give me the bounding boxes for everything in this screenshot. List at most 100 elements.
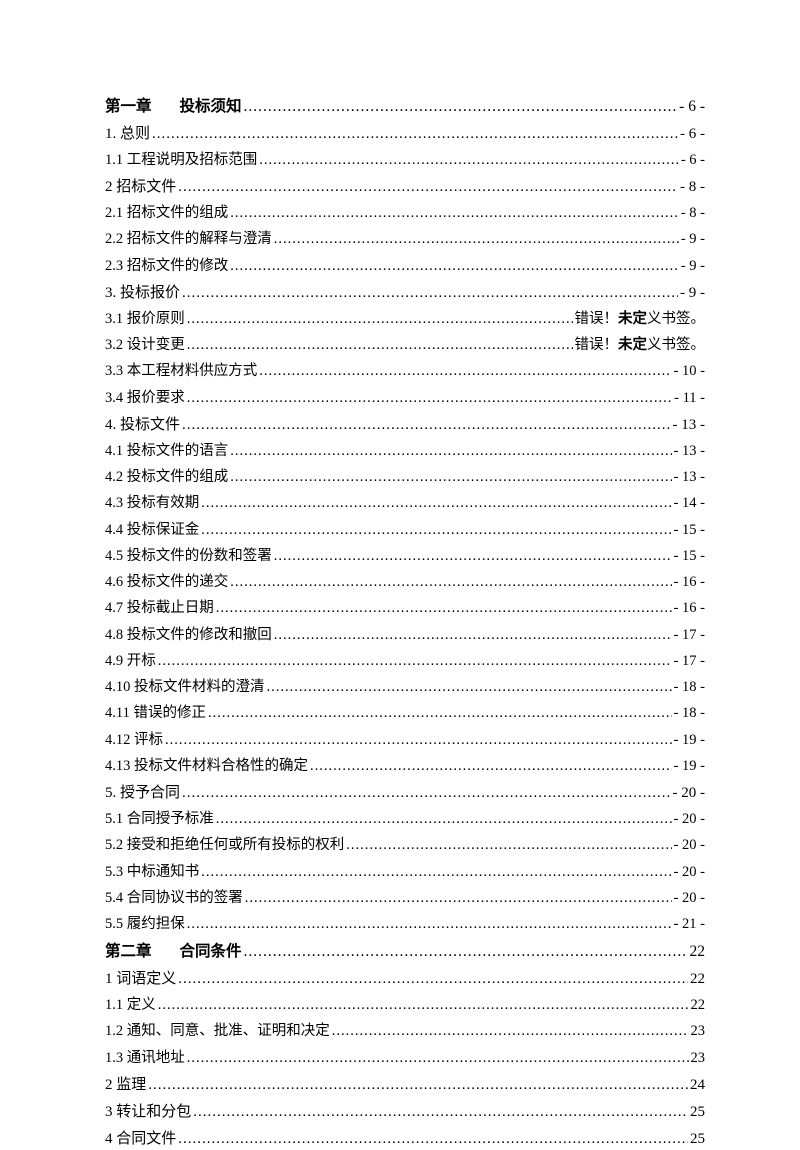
- toc-entry[interactable]: 4.3 投标有效期 ..............................…: [105, 493, 705, 515]
- toc-entry[interactable]: 4.11 错误的修正 .............................…: [105, 703, 705, 725]
- toc-page-number: - 8 -: [680, 176, 705, 199]
- toc-page-number: - 19 -: [674, 730, 705, 752]
- toc-entry[interactable]: 5.2 接受和拒绝任何或所有投标的权利 ....................…: [105, 835, 705, 857]
- toc-page-number: 22: [690, 940, 706, 963]
- toc-entry[interactable]: 3 转让和分包 ................................…: [105, 1101, 705, 1124]
- toc-entry[interactable]: 4.13 投标文件材料合格性的确定 ......................…: [105, 756, 705, 778]
- toc-entry[interactable]: 4.6 投标文件的递交 ............................…: [105, 572, 705, 594]
- toc-leader-dots: ........................................…: [201, 862, 671, 884]
- toc-leader-dots: ........................................…: [152, 123, 678, 146]
- toc-label: 3 转让和分包: [105, 1101, 191, 1124]
- toc-leader-dots: ........................................…: [244, 95, 678, 118]
- toc-page-number: - 6 -: [681, 150, 705, 172]
- toc-entry[interactable]: 2 招标文件 .................................…: [105, 176, 705, 199]
- toc-leader-dots: ........................................…: [230, 203, 679, 225]
- toc-label: 3.1 报价原则: [105, 309, 185, 331]
- toc-entry[interactable]: 2.2 招标文件的解释与澄清 .........................…: [105, 229, 705, 251]
- toc-entry[interactable]: 4.9 开标 .................................…: [105, 651, 705, 673]
- toc-label: 2.2 招标文件的解释与澄清: [105, 229, 272, 251]
- toc-entry[interactable]: 5.1 合同授予标准 .............................…: [105, 809, 705, 831]
- toc-label: 3. 投标报价: [105, 282, 180, 305]
- toc-leader-dots: ........................................…: [230, 441, 671, 463]
- toc-entry[interactable]: 2.1 招标文件的组成 ............................…: [105, 203, 705, 225]
- toc-entry[interactable]: 1.1 工程说明及招标范围 ..........................…: [105, 150, 705, 172]
- toc-page-number: 24: [690, 1074, 705, 1097]
- toc-entry[interactable]: 4.12 评标 ................................…: [105, 730, 705, 752]
- toc-entry[interactable]: 4.4 投标保证金 ..............................…: [105, 520, 705, 542]
- toc-entry[interactable]: 2 监理 ...................................…: [105, 1074, 705, 1097]
- toc-entry[interactable]: 3.4 报价要求 ...............................…: [105, 388, 705, 410]
- toc-leader-dots: ........................................…: [274, 229, 679, 251]
- toc-page-number: - 9 -: [680, 282, 705, 305]
- toc-leader-dots: ........................................…: [187, 1048, 689, 1070]
- toc-leader-dots: ........................................…: [182, 782, 670, 805]
- toc-page-number: - 14 -: [674, 493, 705, 515]
- toc-entry[interactable]: 4 合同文件 .................................…: [105, 1128, 705, 1150]
- toc-entry[interactable]: 1.2 通知、同意、批准、证明和决定 .....................…: [105, 1021, 705, 1043]
- toc-page-number: 22: [690, 968, 705, 991]
- toc-label: 2.1 招标文件的组成: [105, 203, 228, 225]
- toc-entry[interactable]: 5.4 合同协议书的签署 ...........................…: [105, 888, 705, 910]
- toc-leader-dots: ........................................…: [267, 677, 672, 699]
- toc-entry[interactable]: 3. 投标报价 ................................…: [105, 282, 705, 305]
- toc-entry[interactable]: 1.1 定义 .................................…: [105, 995, 705, 1017]
- toc-label: 1. 总则: [105, 123, 150, 146]
- toc-entry[interactable]: 1. 总则 ..................................…: [105, 123, 705, 146]
- toc-leader-dots: ........................................…: [193, 1101, 688, 1124]
- toc-entry[interactable]: 4.7 投标截止日期 .............................…: [105, 598, 705, 620]
- toc-entry[interactable]: 1 词语定义 .................................…: [105, 968, 705, 991]
- toc-entry[interactable]: 5.3 中标通知书 ..............................…: [105, 862, 705, 884]
- toc-leader-dots: ........................................…: [245, 888, 672, 910]
- toc-entry[interactable]: 4.2 投标文件的组成 ............................…: [105, 467, 705, 489]
- toc-entry[interactable]: 5. 授予合同 ................................…: [105, 782, 705, 805]
- toc-entry[interactable]: 2.3 招标文件的修改 ............................…: [105, 256, 705, 278]
- toc-leader-dots: ........................................…: [187, 335, 573, 357]
- toc-page-number: 错误！未定义书签。: [575, 335, 706, 357]
- toc-label: 1.1 定义: [105, 995, 156, 1017]
- toc-entry[interactable]: 5.5 履约担保 ...............................…: [105, 914, 705, 936]
- toc-label: 1.2 通知、同意、批准、证明和决定: [105, 1021, 330, 1043]
- toc-entry[interactable]: 4.10 投标文件材料的澄清 .........................…: [105, 677, 705, 699]
- toc-page-number: - 11 -: [674, 388, 705, 410]
- toc-leader-dots: ........................................…: [259, 150, 679, 172]
- toc-label: 3.3 本工程材料供应方式: [105, 361, 257, 383]
- toc-label: 5.4 合同协议书的签署: [105, 888, 243, 910]
- toc-label: 4.7 投标截止日期: [105, 598, 214, 620]
- toc-leader-dots: ........................................…: [230, 572, 671, 594]
- toc-page-number: - 18 -: [674, 703, 705, 725]
- toc-page-number: - 21 -: [674, 914, 705, 936]
- toc-entry[interactable]: 4. 投标文件 ................................…: [105, 414, 705, 437]
- toc-page-number: - 19 -: [674, 756, 705, 778]
- toc-page-number: - 9 -: [681, 256, 705, 278]
- toc-leader-dots: ........................................…: [178, 968, 688, 991]
- toc-entry[interactable]: 第二章合同条件 ................................…: [105, 940, 705, 963]
- toc-entry[interactable]: 3.2 设计变更 ...............................…: [105, 335, 705, 357]
- toc-page-number: 错误！未定义书签。: [575, 309, 706, 331]
- toc-label: 4.1 投标文件的语言: [105, 441, 228, 463]
- toc-entry[interactable]: 4.5 投标文件的份数和签署 .........................…: [105, 546, 705, 568]
- toc-leader-dots: ........................................…: [244, 940, 688, 963]
- toc-label: 2.3 招标文件的修改: [105, 256, 228, 278]
- toc-leader-dots: ........................................…: [201, 493, 671, 515]
- toc-entry[interactable]: 1.3 通讯地址 ...............................…: [105, 1048, 705, 1070]
- toc-entry[interactable]: 4.1 投标文件的语言 ............................…: [105, 441, 705, 463]
- toc-leader-dots: ........................................…: [346, 835, 671, 857]
- toc-label: 4.10 投标文件材料的澄清: [105, 677, 265, 699]
- toc-leader-dots: ........................................…: [187, 309, 573, 331]
- toc-entry[interactable]: 3.1 报价原则 ...............................…: [105, 309, 705, 331]
- toc-leader-dots: ........................................…: [148, 1074, 688, 1097]
- toc-page-number: - 10 -: [674, 361, 705, 383]
- toc-label: 5.2 接受和拒绝任何或所有投标的权利: [105, 835, 344, 857]
- toc-page-number: - 6 -: [679, 95, 705, 118]
- toc-page-number: 23: [691, 1048, 706, 1070]
- toc-container: 第一章投标须知 ................................…: [105, 95, 705, 1150]
- toc-entry[interactable]: 4.8 投标文件的修改和撤回 .........................…: [105, 625, 705, 647]
- toc-entry[interactable]: 3.3 本工程材料供应方式 ..........................…: [105, 361, 705, 383]
- toc-page-number: - 17 -: [674, 625, 705, 647]
- toc-entry[interactable]: 第一章投标须知 ................................…: [105, 95, 705, 118]
- toc-leader-dots: ........................................…: [178, 1128, 688, 1150]
- toc-page-number: - 15 -: [674, 546, 705, 568]
- toc-page-number: 25: [690, 1101, 705, 1124]
- toc-label: 5.3 中标通知书: [105, 862, 199, 884]
- toc-label: 4.2 投标文件的组成: [105, 467, 228, 489]
